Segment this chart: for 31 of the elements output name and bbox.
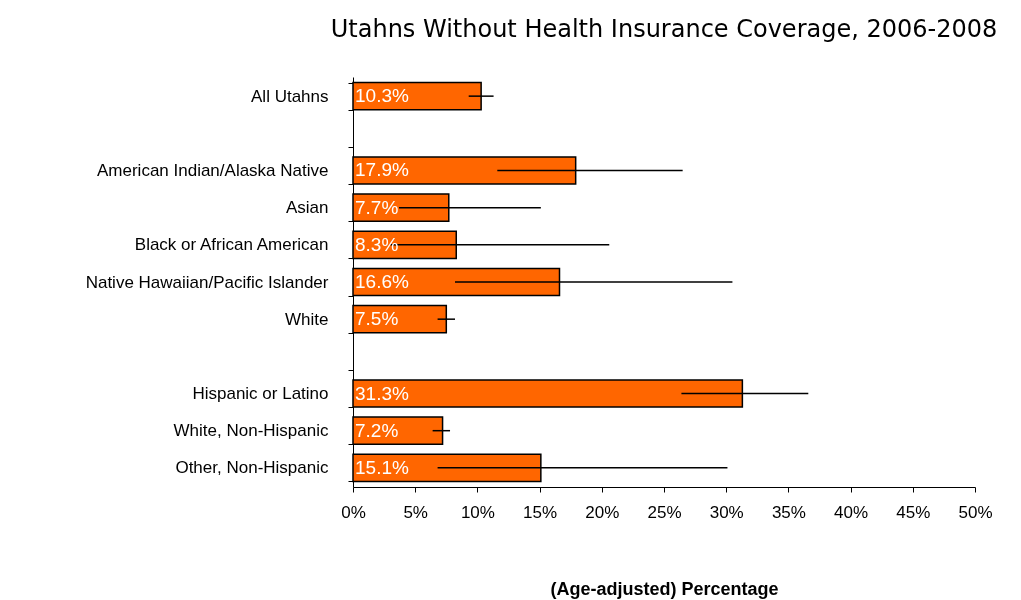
data-label: 31.3%: [355, 382, 409, 404]
y-tick-label: Hispanic or Latino: [192, 384, 329, 404]
x-tick-label: 25%: [647, 502, 682, 522]
y-tick-label: Black or African American: [134, 235, 329, 255]
y-tick-label: Other, Non-Hispanic: [175, 458, 329, 478]
x-tick-label: 35%: [771, 502, 806, 522]
data-label: 15.1%: [355, 456, 409, 478]
data-label: 8.3%: [355, 233, 399, 255]
x-axis-title: (Age-adjusted) Percentage: [550, 578, 779, 599]
x-tick-label: 40%: [834, 502, 869, 522]
y-tick-label: All Utahns: [251, 86, 329, 106]
data-label: 7.5%: [355, 308, 399, 330]
x-tick-label: 15%: [523, 502, 558, 522]
data-label: 17.9%: [355, 159, 409, 181]
data-label: 7.2%: [355, 419, 399, 441]
x-tick-label: 45%: [896, 502, 931, 522]
data-label: 10.3%: [355, 85, 409, 107]
x-tick-label: 5%: [403, 502, 428, 522]
chart-title: Utahns Without Health Insurance Coverage, 2006-2008: [330, 15, 998, 43]
data-label: 16.6%: [355, 271, 409, 292]
x-tick-label: 20%: [585, 502, 620, 522]
y-tick-label: White: [285, 309, 329, 329]
x-tick-label: 30%: [709, 502, 744, 522]
data-label: 7.7%: [355, 196, 399, 218]
y-tick-label: American Indian/Alaska Native: [96, 160, 329, 180]
x-tick-label: 0%: [341, 502, 366, 522]
y-tick-label: Asian: [285, 198, 329, 218]
y-tick-label: White, Non-Hispanic: [173, 421, 329, 441]
y-tick-label: Native Hawaiian/Pacific Islander: [85, 272, 329, 292]
x-tick-label: 50%: [958, 502, 993, 522]
x-tick-label: 10%: [460, 502, 495, 522]
